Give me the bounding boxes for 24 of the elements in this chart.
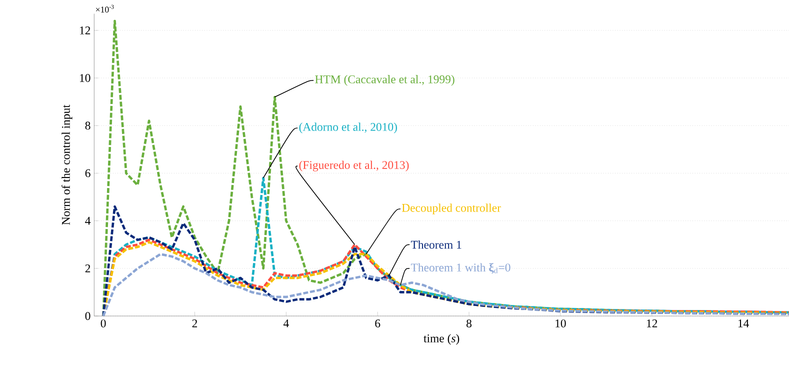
y-tick-label: 12	[80, 26, 90, 34]
x-tick-label: 0	[100, 320, 106, 328]
text: ×10$^{-3}$	[96, 4, 114, 13]
x-axis-title: time (s)	[424, 334, 460, 345]
text: HTM (Caccavale et al., 1999)	[315, 75, 454, 86]
x-tick-label: 14	[738, 320, 749, 328]
text: Theorem 1	[410, 240, 462, 249]
x-tick-label: 6	[375, 320, 380, 328]
y-axis-title: Norm of the control input	[62, 104, 72, 225]
text: (Figueredo et al., 2013)	[299, 160, 409, 172]
y-tick-label: 8	[85, 122, 90, 130]
x-tick-label: 10	[556, 320, 566, 328]
x-tick-label: 2	[192, 320, 198, 328]
x-tick-label: 12	[647, 320, 658, 328]
text: (Adorno et al., 2010)	[299, 122, 397, 134]
text: Decoupled controller	[402, 204, 501, 214]
y-tick-label: 10	[80, 74, 90, 82]
y-tick-label: 2	[85, 264, 90, 272]
x-tick-label: 8	[466, 320, 472, 328]
series-label: Theorem 1 with ξ$_{d}$=0	[410, 263, 510, 274]
y-tick-label: 4	[85, 216, 91, 225]
y-tick-label: 6	[85, 169, 90, 178]
x-tick-label: 4	[283, 320, 289, 328]
y-tick-label: 0	[85, 312, 90, 320]
